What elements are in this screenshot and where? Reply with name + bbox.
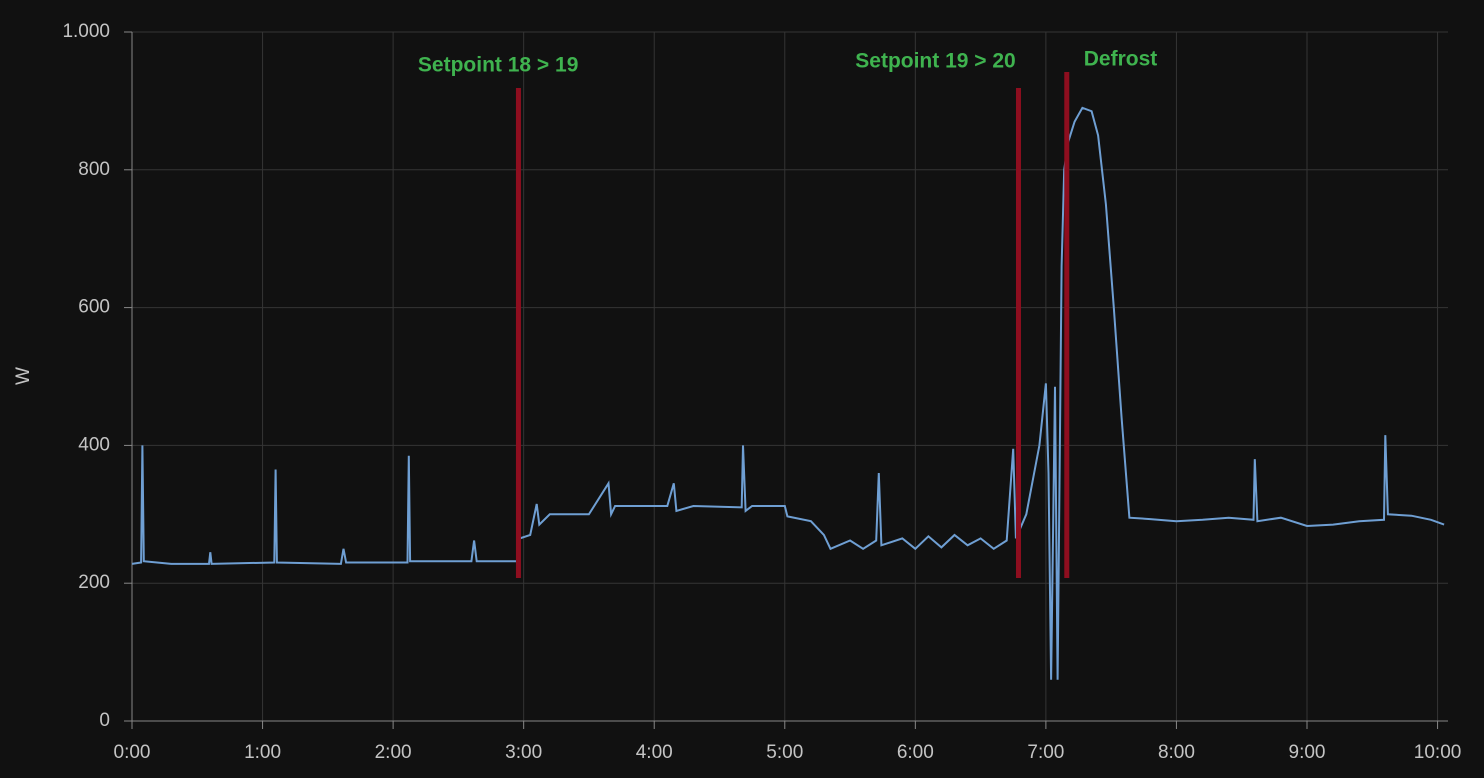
- annotation-text: Defrost: [1084, 48, 1158, 71]
- y-tick-label: 1.000: [62, 21, 110, 42]
- x-tick-label: 1:00: [244, 742, 281, 763]
- series-line: [131, 106, 1445, 680]
- x-tick-label: 6:00: [897, 742, 934, 763]
- x-tick-label: 4:00: [636, 742, 673, 763]
- x-tick-label: 7:00: [1027, 742, 1064, 763]
- y-tick-label: 0: [99, 710, 110, 731]
- x-tick-label: 5:00: [766, 742, 803, 763]
- y-axis-label: W: [13, 367, 34, 385]
- x-tick-label: 2:00: [375, 742, 412, 763]
- y-tick-label: 600: [78, 297, 110, 318]
- x-tick-label: 10:00: [1414, 742, 1462, 763]
- annotation-text: Setpoint 19 > 20: [855, 50, 1015, 73]
- x-tick-label: 9:00: [1289, 742, 1326, 763]
- y-tick-label: 800: [78, 159, 110, 180]
- y-tick-label: 200: [78, 572, 110, 593]
- x-tick-label: 8:00: [1158, 742, 1195, 763]
- x-tick-label: 3:00: [505, 742, 542, 763]
- y-tick-label: 400: [78, 434, 110, 455]
- x-tick-label: 0:00: [114, 742, 151, 763]
- annotation-text: Setpoint 18 > 19: [418, 54, 578, 77]
